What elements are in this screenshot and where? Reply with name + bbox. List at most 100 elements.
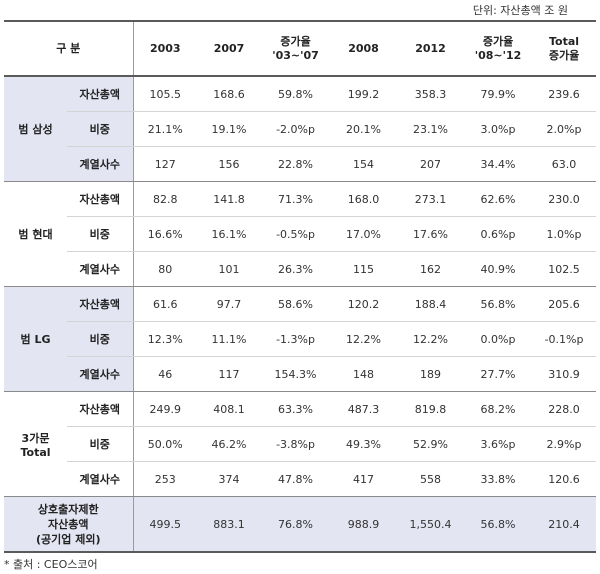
metric-label: 자산총액 bbox=[67, 391, 134, 427]
header-cell: 2007 bbox=[197, 20, 262, 77]
value-cell: 1,550.4 bbox=[397, 496, 465, 553]
value-cell: 97.7 bbox=[197, 286, 262, 322]
value-cell: 239.6 bbox=[532, 76, 597, 112]
value-cell: 168.6 bbox=[197, 76, 262, 112]
value-cell: 56.8% bbox=[464, 496, 533, 553]
value-cell: 168.0 bbox=[330, 181, 398, 217]
value-cell: 249.9 bbox=[133, 391, 198, 427]
value-cell: 17.0% bbox=[330, 216, 398, 252]
value-cell: 26.3% bbox=[261, 251, 331, 287]
metric-label: 계열사수 bbox=[67, 461, 134, 497]
value-cell: 101 bbox=[197, 251, 262, 287]
table-row: 범 현대 자산총액 82.8 141.8 71.3% 168.0 273.1 62.6% 230… bbox=[4, 181, 597, 287]
value-cell: 417 bbox=[330, 461, 398, 497]
table-row: 비중 50.0% 46.2% -3.8%p 49.3% 52.9% 3.6%p 2.9%p bbox=[4, 426, 597, 462]
value-cell: 40.9% bbox=[464, 251, 533, 287]
value-cell: 21.1% bbox=[133, 111, 198, 147]
value-cell: 1.0%p bbox=[532, 216, 597, 252]
metric-label: 자산총액 bbox=[67, 181, 134, 217]
value-cell: 883.1 bbox=[197, 496, 262, 553]
total-label: 상호출자제한 자산총액 (공기업 제외) bbox=[4, 496, 134, 553]
value-cell: 0.0%p bbox=[464, 321, 533, 357]
header-cell: 2008 bbox=[330, 20, 398, 77]
table-row: 계열사수 80 101 26.3% 115 162 40.9% 102.5 bbox=[4, 251, 597, 287]
metric-label: 비중 bbox=[67, 111, 134, 147]
value-cell: 154 bbox=[330, 146, 398, 182]
unit-note: 단위: 자산총액 조 원 bbox=[472, 4, 568, 17]
table-row: 계열사수 253 374 47.8% 417 558 33.8% 120.6 bbox=[4, 461, 597, 497]
header-cell: 증가율 '08~'12 bbox=[464, 20, 533, 77]
value-cell: 34.4% bbox=[464, 146, 533, 182]
value-cell: 16.1% bbox=[197, 216, 262, 252]
table-row: 계열사수 127 156 22.8% 154 207 34.4% 63.0 bbox=[4, 146, 597, 182]
value-cell: 2.0%p bbox=[532, 111, 597, 147]
source-note: * 출처 : CEO스코어 bbox=[4, 558, 98, 571]
value-cell: 76.8% bbox=[261, 496, 331, 553]
value-cell: 12.2% bbox=[330, 321, 398, 357]
header-cell: 2012 bbox=[397, 20, 465, 77]
value-cell: 162 bbox=[397, 251, 465, 287]
value-cell: 205.6 bbox=[532, 286, 597, 322]
value-cell: 819.8 bbox=[397, 391, 465, 427]
value-cell: -0.5%p bbox=[261, 216, 331, 252]
value-cell: 127 bbox=[133, 146, 198, 182]
value-cell: 3.6%p bbox=[464, 426, 533, 462]
group-label: 범 LG bbox=[4, 286, 67, 392]
value-cell: 63.0 bbox=[532, 146, 597, 182]
value-cell: 59.8% bbox=[261, 76, 331, 112]
value-cell: -0.1%p bbox=[532, 321, 597, 357]
value-cell: 0.6%p bbox=[464, 216, 533, 252]
header-cell: 2003 bbox=[133, 20, 198, 77]
value-cell: 50.0% bbox=[133, 426, 198, 462]
table-row: 계열사수 46 117 154.3% 148 189 27.7% 310.9 bbox=[4, 356, 597, 392]
value-cell: 22.8% bbox=[261, 146, 331, 182]
value-cell: 487.3 bbox=[330, 391, 398, 427]
value-cell: 499.5 bbox=[133, 496, 198, 553]
metric-label: 자산총액 bbox=[67, 286, 134, 322]
header-label: 구 분 bbox=[4, 20, 134, 77]
table-row: 범 LG 자산총액 61.6 97.7 58.6% 120.2 188.4 56.8% 205.… bbox=[4, 286, 597, 392]
value-cell: 46.2% bbox=[197, 426, 262, 462]
value-cell: 120.2 bbox=[330, 286, 398, 322]
value-cell: 62.6% bbox=[464, 181, 533, 217]
value-cell: 199.2 bbox=[330, 76, 398, 112]
value-cell: 3.0%p bbox=[464, 111, 533, 147]
value-cell: 988.9 bbox=[330, 496, 398, 553]
value-cell: 79.9% bbox=[464, 76, 533, 112]
value-cell: 19.1% bbox=[197, 111, 262, 147]
group-label: 범 삼성 bbox=[4, 76, 67, 182]
value-cell: 2.9%p bbox=[532, 426, 597, 462]
metric-label: 계열사수 bbox=[67, 251, 134, 287]
value-cell: 47.8% bbox=[261, 461, 331, 497]
value-cell: 253 bbox=[133, 461, 198, 497]
value-cell: 46 bbox=[133, 356, 198, 392]
value-cell: 188.4 bbox=[397, 286, 465, 322]
value-cell: 49.3% bbox=[330, 426, 398, 462]
value-cell: 71.3% bbox=[261, 181, 331, 217]
value-cell: 16.6% bbox=[133, 216, 198, 252]
table-row: 비중 21.1% 19.1% -2.0%p 20.1% 23.1% 3.0%p 2.0%p bbox=[4, 111, 597, 147]
metric-label: 비중 bbox=[67, 426, 134, 462]
metric-label: 비중 bbox=[67, 321, 134, 357]
value-cell: 105.5 bbox=[133, 76, 198, 112]
header-row: 구 분 2003 2007 증가율 '03~'07 2008 2012 증가율 '0… bbox=[4, 20, 597, 77]
value-cell: 156 bbox=[197, 146, 262, 182]
value-cell: 33.8% bbox=[464, 461, 533, 497]
value-cell: 102.5 bbox=[532, 251, 597, 287]
table-row: 3가문 Total 자산총액 249.9 408.1 63.3% 487.3 819.8 68.… bbox=[4, 391, 597, 497]
value-cell: 115 bbox=[330, 251, 398, 287]
value-cell: 23.1% bbox=[397, 111, 465, 147]
value-cell: -3.8%p bbox=[261, 426, 331, 462]
value-cell: 12.3% bbox=[133, 321, 198, 357]
value-cell: 12.2% bbox=[397, 321, 465, 357]
value-cell: 558 bbox=[397, 461, 465, 497]
metric-label: 계열사수 bbox=[67, 356, 134, 392]
value-cell: 58.6% bbox=[261, 286, 331, 322]
value-cell: 20.1% bbox=[330, 111, 398, 147]
value-cell: 68.2% bbox=[464, 391, 533, 427]
value-cell: 17.6% bbox=[397, 216, 465, 252]
value-cell: 358.3 bbox=[397, 76, 465, 112]
value-cell: 80 bbox=[133, 251, 198, 287]
header-cell: Total 증가율 bbox=[532, 20, 597, 77]
value-cell: 207 bbox=[397, 146, 465, 182]
